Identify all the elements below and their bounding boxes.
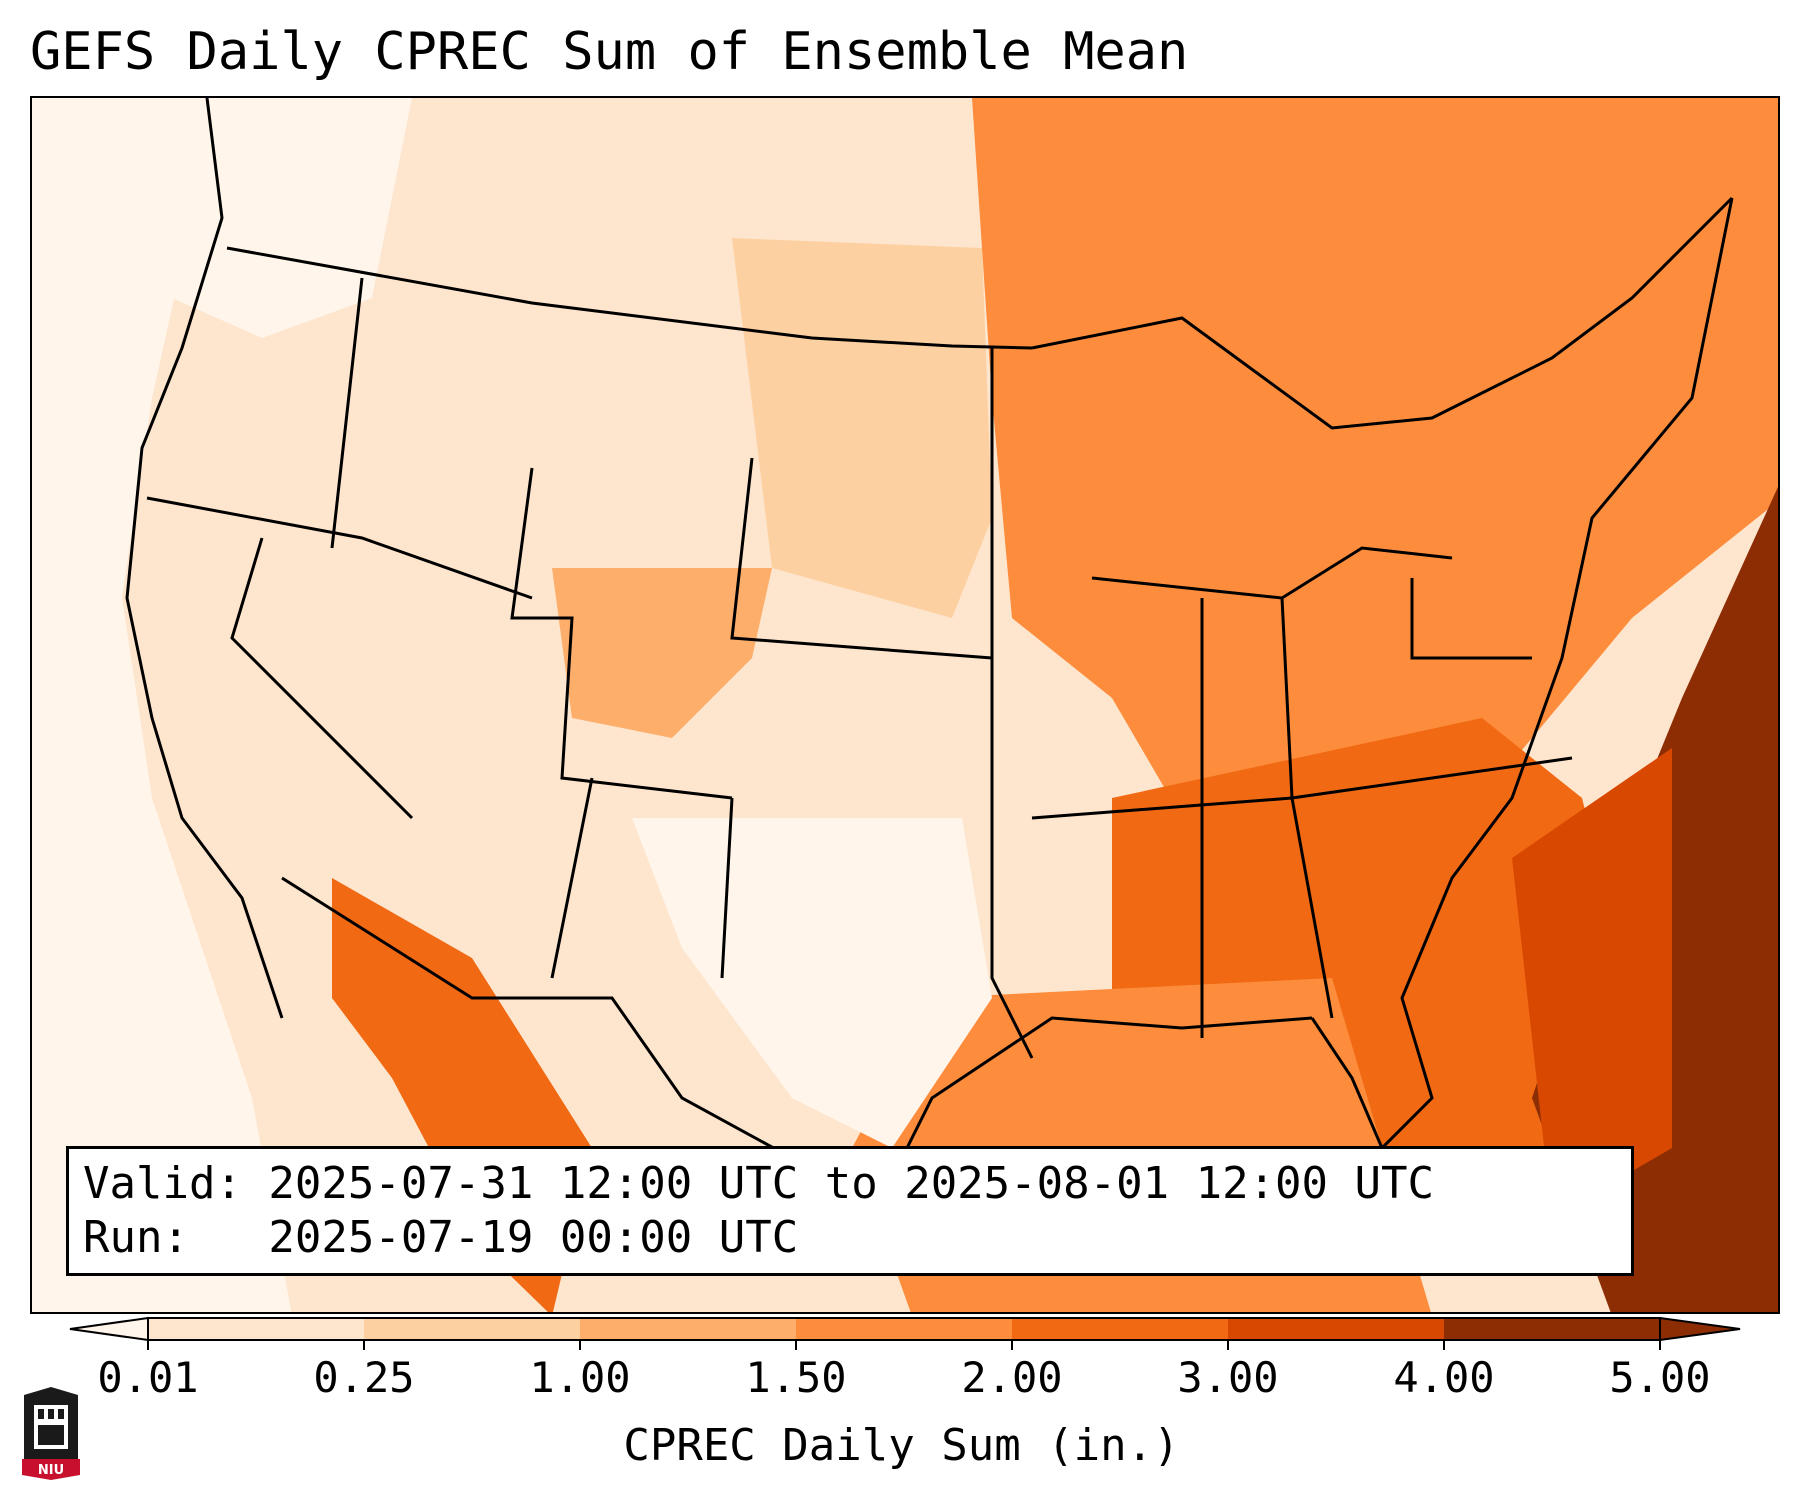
colorbar-extend-max [1659, 1316, 1741, 1342]
colorbar-segment [1444, 1318, 1660, 1340]
niu-logo: NIU [22, 1387, 80, 1480]
lakes-south-line [1091, 546, 1453, 600]
colorbar-tick-label: 4.00 [1393, 1353, 1494, 1402]
colorbar-segment [364, 1318, 580, 1340]
colorbar-tick-label: 0.01 [97, 1353, 198, 1402]
canada-border [226, 246, 1033, 350]
precip-northern-plains [732, 238, 992, 618]
colorbar-ticks: 0.01 0.25 1.00 1.50 2.00 3.00 4.00 5.00 [97, 1340, 1711, 1402]
east-coastline [1310, 197, 1734, 1151]
nv-border [230, 537, 414, 820]
pa-line [1410, 578, 1532, 660]
svg-text:NIU: NIU [38, 1463, 64, 1478]
precip-pnw [172, 98, 412, 338]
colorbar-tick-label: 0.25 [313, 1353, 414, 1402]
precip-colorado [552, 568, 772, 738]
plains-line [730, 457, 993, 660]
valid-run-box: Valid: 2025-07-31 12:00 UTC to 2025-08-0… [66, 1146, 1634, 1276]
colorbar-segment [796, 1318, 1012, 1340]
colorbar-tick-label: 1.50 [745, 1353, 846, 1402]
precip-atlantic-mid [1512, 748, 1672, 1218]
az-nm-line [550, 777, 594, 979]
colorbar-segment [580, 1318, 796, 1340]
precip-map [32, 98, 1778, 1312]
precip-field [32, 98, 1778, 1312]
precip-texas [632, 818, 992, 1148]
colorbar-tick-label: 1.00 [529, 1353, 630, 1402]
colorbar-label: CPREC Daily Sum (in.) [623, 1420, 1180, 1471]
valid-line: Valid: 2025-07-31 12:00 UTC to 2025-08-0… [83, 1158, 1435, 1209]
ga-al-line [1280, 597, 1334, 1019]
colorbar-frame [147, 1317, 1661, 1341]
colorbar-segments [69, 1316, 1741, 1342]
west-coastline [125, 98, 284, 1019]
id-border [330, 277, 364, 549]
great-lakes-border [1031, 196, 1734, 430]
run-line: Run: 2025-07-19 00:00 UTC [83, 1212, 799, 1263]
precip-pacific [32, 98, 292, 1312]
colorbar-segment [1012, 1318, 1228, 1340]
precip-east [972, 98, 1778, 858]
nm-tx-line [720, 797, 734, 979]
or-ca-line [146, 496, 533, 600]
colorbar-tick-label: 2.00 [961, 1353, 1062, 1402]
colorbar-segment [1228, 1318, 1444, 1340]
colorbar-tick-label: 5.00 [1609, 1353, 1710, 1402]
ut-co-line [510, 467, 733, 800]
colorbar: 0.01 0.25 1.00 1.50 2.00 3.00 4.00 5.00 [69, 1316, 1741, 1402]
colorbar-extend-min [69, 1316, 149, 1342]
map-panel [30, 96, 1780, 1314]
colorbar-segment [148, 1318, 364, 1340]
mississippi-line [990, 348, 1034, 1059]
colorbar-tick-label: 3.00 [1177, 1353, 1278, 1402]
map-title: GEFS Daily CPREC Sum of Ensemble Mean [30, 22, 1189, 82]
